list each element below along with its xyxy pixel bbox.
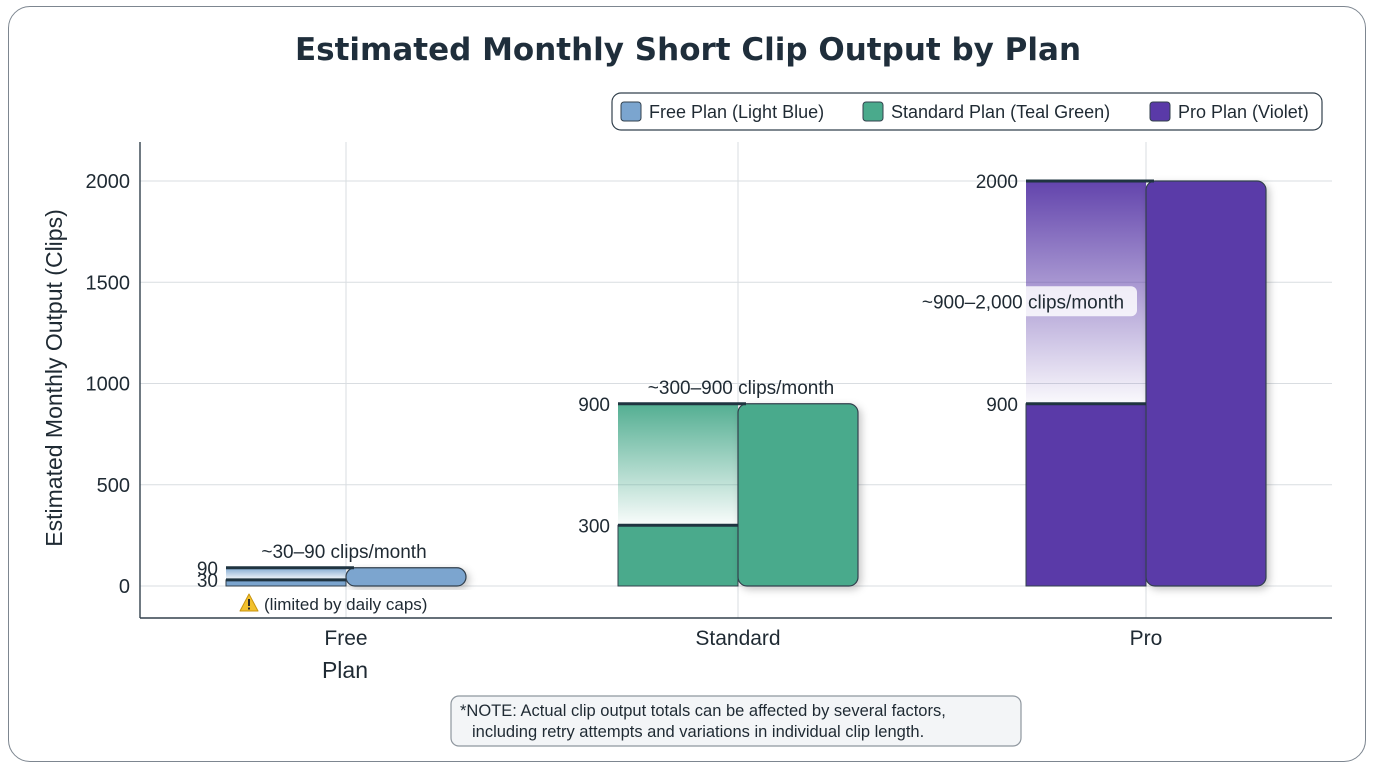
chart-title: Estimated Monthly Short Clip Output by P…: [295, 32, 1081, 68]
max-label-pro: 2000: [976, 172, 1018, 193]
x-tick-label-pro: Pro: [1130, 627, 1163, 650]
max-label-free: 90: [197, 559, 218, 580]
range-base-standard: [617, 524, 739, 587]
daily-caps-note: (limited by daily caps): [264, 595, 427, 614]
legend-label-free: Free Plan (Light Blue): [649, 102, 824, 122]
min-label-pro: 900: [986, 395, 1018, 416]
y-axis-title: Estimated Monthly Output (Clips): [41, 209, 67, 546]
y-tick-label-1000: 1000: [86, 374, 131, 396]
range-label-bg-pro: [909, 286, 1137, 317]
legend: Free Plan (Light Blue) Standard Plan (Tea…: [611, 92, 1323, 131]
range-label-standard: ~300–900 clips/month: [648, 378, 834, 399]
legend-swatch-pro: [1149, 101, 1171, 122]
legend-label-pro: Pro Plan (Violet): [1178, 102, 1309, 122]
bar-pro: [1145, 180, 1267, 587]
bar-group-pro: 2000 900 ~900–2,000 clips/month: [909, 172, 1267, 587]
min-label-free: 30: [197, 571, 218, 592]
warning-icon: [239, 593, 259, 612]
y-tick-label-1500: 1500: [86, 272, 131, 294]
range-label-free: ~30–90 clips/month: [261, 542, 426, 563]
range-gradient-standard: [618, 403, 738, 526]
axes: 0 500 1000 1500 2000 Free Standard Pro: [86, 142, 1332, 650]
legend-swatch-standard: [862, 101, 884, 122]
footnote-line-2: including retry attempts and variations …: [472, 723, 924, 741]
legend-box: [611, 92, 1323, 131]
footnote: *NOTE: Actual clip output totals can be …: [450, 695, 1022, 747]
legend-swatch-free: [620, 101, 642, 122]
legend-label-standard: Standard Plan (Teal Green): [891, 102, 1110, 122]
range-gradient-free: [226, 567, 346, 580]
x-tick-label-free: Free: [324, 627, 367, 650]
y-tick-label-0: 0: [119, 576, 130, 598]
footnote-box: [450, 695, 1022, 747]
range-label-pro: ~900–2,000 clips/month: [922, 292, 1124, 313]
bar-free: [345, 567, 467, 587]
x-tick-label-standard: Standard: [695, 627, 780, 650]
max-label-standard: 900: [578, 395, 610, 416]
warning-mark-dot: [248, 607, 250, 610]
bar-group-standard: 900 300 ~300–900 clips/month: [578, 378, 859, 587]
warning-mark-bar: [248, 599, 250, 606]
min-label-standard: 300: [578, 516, 610, 537]
x-axis-title: Plan: [322, 657, 368, 683]
y-tick-label-2000: 2000: [86, 171, 131, 193]
range-base-pro: [1025, 403, 1147, 587]
y-tick-label-500: 500: [97, 475, 130, 497]
footnote-line-1: *NOTE: Actual clip output totals can be …: [460, 702, 946, 720]
bar-standard: [737, 403, 859, 587]
